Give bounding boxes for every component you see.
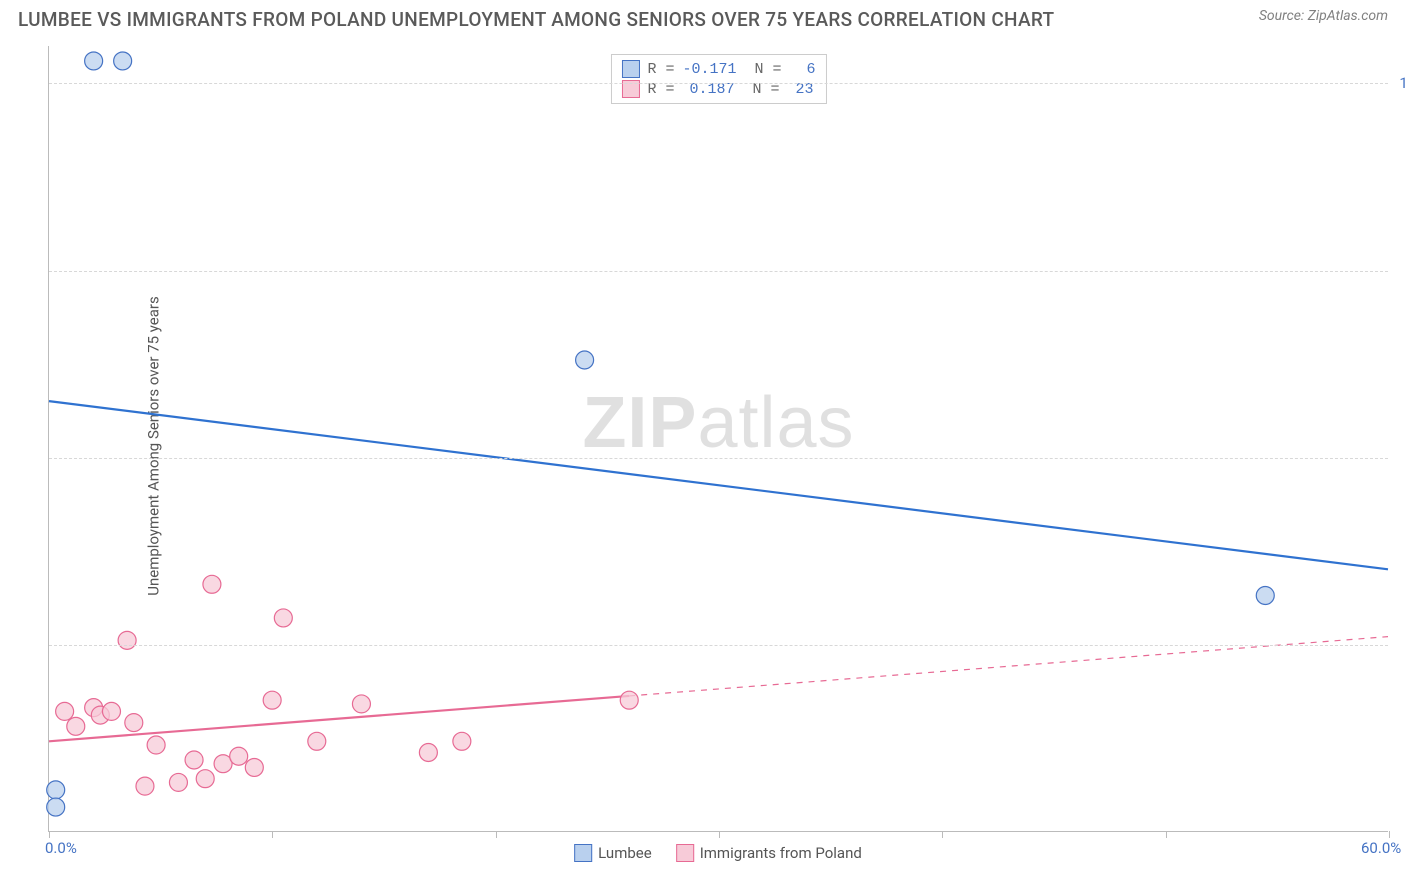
title-bar: LUMBEE VS IMMIGRANTS FROM POLAND UNEMPLO… — [0, 0, 1406, 35]
series-legend: Lumbee Immigrants from Poland — [574, 844, 862, 862]
data-point — [453, 732, 471, 750]
data-point — [185, 751, 203, 769]
data-point — [352, 695, 370, 713]
chart-title: LUMBEE VS IMMIGRANTS FROM POLAND UNEMPLO… — [18, 8, 1054, 31]
data-point — [67, 717, 85, 735]
data-point — [230, 747, 248, 765]
legend-swatch — [574, 844, 592, 862]
data-point — [274, 609, 292, 627]
trendline-solid — [49, 401, 1388, 569]
tick-v — [496, 831, 497, 838]
data-point — [47, 798, 65, 816]
data-point — [203, 575, 221, 593]
data-point — [102, 702, 120, 720]
tick-v — [272, 831, 273, 838]
data-point — [56, 702, 74, 720]
tick-v — [1166, 831, 1167, 838]
data-point — [419, 744, 437, 762]
legend-series-item: Lumbee — [574, 844, 652, 862]
legend-series-label: Immigrants from Poland — [700, 844, 862, 862]
plot-area: ZIPatlas R =-0.171N =6R =0.187N =23 25.0… — [48, 46, 1388, 832]
data-point — [196, 770, 214, 788]
y-tick-label: 100.0% — [1399, 74, 1406, 92]
legend-swatch — [676, 844, 694, 862]
gridline-h — [49, 83, 1388, 84]
data-point — [169, 773, 187, 791]
legend-series-item: Immigrants from Poland — [676, 844, 862, 862]
data-point — [118, 631, 136, 649]
data-point — [308, 732, 326, 750]
gridline-h — [49, 458, 1388, 459]
data-point — [47, 781, 65, 799]
legend-series-label: Lumbee — [598, 844, 652, 862]
data-point — [1256, 587, 1274, 605]
source-label: Source: ZipAtlas.com — [1259, 8, 1388, 24]
data-point — [147, 736, 165, 754]
tick-v — [719, 831, 720, 838]
plot-container: ZIPatlas R =-0.171N =6R =0.187N =23 25.0… — [48, 46, 1388, 832]
data-point — [125, 714, 143, 732]
x-tick-label: 60.0% — [1361, 839, 1401, 857]
tick-v — [1389, 831, 1390, 838]
data-point — [620, 691, 638, 709]
data-point — [85, 52, 103, 70]
gridline-h — [49, 271, 1388, 272]
gridline-h — [49, 645, 1388, 646]
chart-svg — [49, 46, 1388, 831]
data-point — [136, 777, 154, 795]
x-tick-label: 0.0% — [45, 839, 77, 857]
tick-v — [942, 831, 943, 838]
data-point — [245, 758, 263, 776]
tick-v — [49, 831, 50, 838]
data-point — [114, 52, 132, 70]
data-point — [263, 691, 281, 709]
data-point — [576, 351, 594, 369]
